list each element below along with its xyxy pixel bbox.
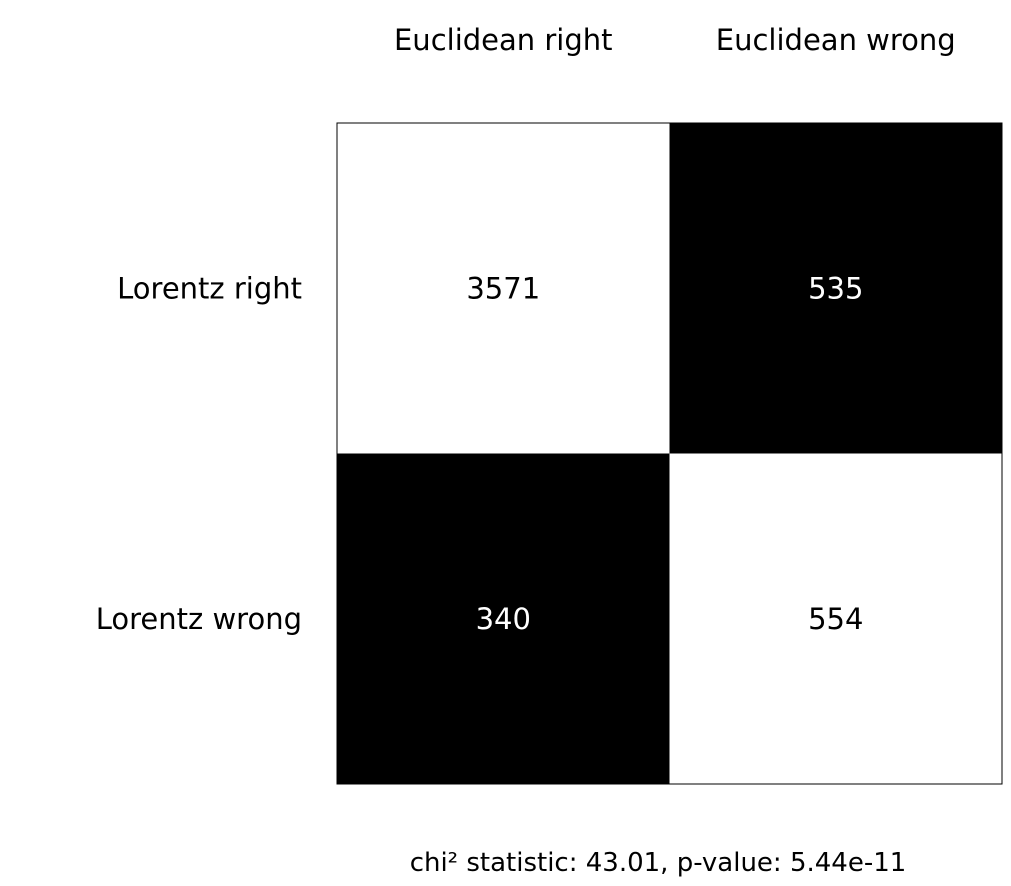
column-label-euclidean-right: Euclidean right	[394, 23, 613, 57]
row-label-lorentz-right: Lorentz right	[117, 271, 302, 305]
cell-lorentz-wrong-euclidean-right	[337, 453, 670, 784]
cell-lorentz-right-euclidean-wrong	[669, 123, 1002, 454]
column-labels: Euclidean right Euclidean wrong	[394, 23, 956, 57]
heatmap-cells: 3571 535 340 554	[337, 123, 1002, 784]
row-label-lorentz-wrong: Lorentz wrong	[96, 602, 302, 636]
row-labels: Lorentz right Lorentz wrong	[96, 271, 302, 636]
cell-value-lorentz-right-euclidean-right: 3571	[466, 271, 540, 305]
cell-value-lorentz-right-euclidean-wrong: 535	[808, 271, 863, 305]
cell-value-lorentz-wrong-euclidean-right: 340	[476, 602, 531, 636]
cell-value-lorentz-wrong-euclidean-wrong: 554	[808, 602, 863, 636]
cell-lorentz-wrong-euclidean-wrong	[669, 453, 1002, 784]
column-label-euclidean-wrong: Euclidean wrong	[716, 23, 956, 57]
chi-square-caption: chi² statistic: 43.01, p-value: 5.44e-11	[410, 848, 907, 878]
plot-frame	[336, 122, 1003, 785]
cell-lorentz-right-euclidean-right	[337, 123, 670, 454]
